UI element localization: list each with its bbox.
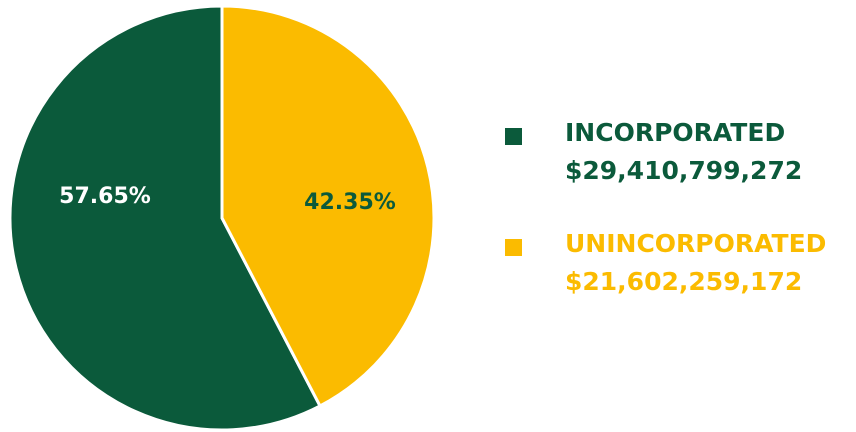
legend-amount: $21,602,259,172 bbox=[565, 267, 802, 296]
slice-label: 42.35% bbox=[304, 190, 396, 215]
pie-slice bbox=[220, 4, 436, 409]
legend-label: UNINCORPORATED bbox=[565, 229, 826, 258]
legend-swatch bbox=[505, 128, 522, 145]
legend-label: INCORPORATED bbox=[565, 118, 785, 147]
legend-amount: $29,410,799,272 bbox=[565, 156, 802, 185]
pie-slice bbox=[8, 4, 323, 432]
slice-label: 57.65% bbox=[59, 184, 151, 209]
legend-swatch bbox=[505, 239, 522, 256]
